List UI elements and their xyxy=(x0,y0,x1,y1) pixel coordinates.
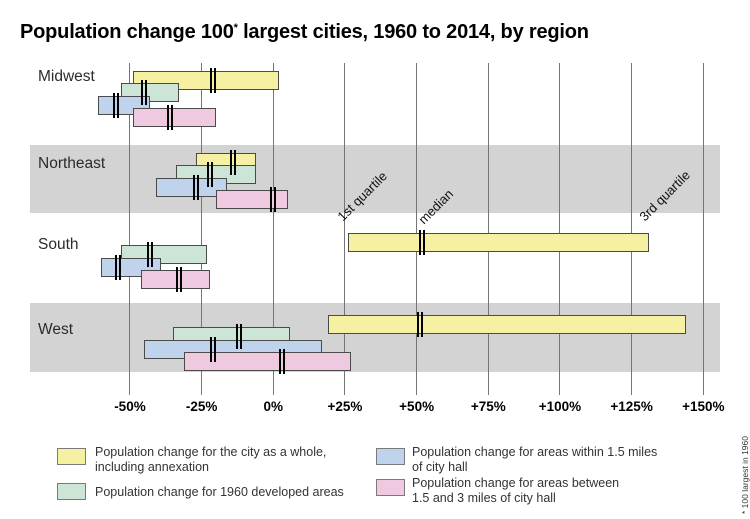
median-marker xyxy=(167,104,174,130)
median-marker xyxy=(192,174,199,200)
region-label-west: West xyxy=(38,321,74,338)
gridline xyxy=(487,63,489,395)
axis-tick-label: +75% xyxy=(470,399,506,414)
gridline xyxy=(559,63,561,395)
legend-label-line: including annexation xyxy=(95,460,209,474)
axis-tick-label: 0% xyxy=(263,399,284,414)
legend-swatch-1 xyxy=(57,483,86,500)
median-marker xyxy=(235,324,242,350)
median-marker xyxy=(115,254,122,280)
median-marker xyxy=(141,80,148,106)
gridline xyxy=(272,63,274,395)
legend-label-1: Population change for 1960 developed are… xyxy=(95,485,344,500)
legend-label-line: Population change for the city as a whol… xyxy=(95,445,327,459)
quartile-bar-between-1-5-3 xyxy=(215,189,288,209)
chart-title: Population change 100* largest cities, 1… xyxy=(20,21,589,44)
gridline xyxy=(129,63,131,395)
legend-label-line: Population change for areas between xyxy=(412,476,620,490)
median-marker xyxy=(210,68,217,93)
region-label-northeast: Northeast xyxy=(38,155,106,172)
region-band-northeast xyxy=(30,145,720,213)
region-label-south: South xyxy=(38,236,79,253)
quartile-bar-between-1-5-3 xyxy=(132,107,216,127)
gridline xyxy=(702,63,704,395)
axis-tick-label: +100% xyxy=(538,399,582,414)
median-marker xyxy=(416,312,423,337)
quartile-bar-between-1-5-3 xyxy=(184,351,351,371)
chart-title-text: Population change 100 xyxy=(20,21,234,43)
median-marker xyxy=(112,92,119,118)
gridline xyxy=(344,63,346,395)
gridline xyxy=(416,63,418,395)
legend-label-line: Population change for 1960 developed are… xyxy=(95,485,344,499)
median-marker xyxy=(210,336,217,362)
legend-label-2: Population change for areas within 1.5 m… xyxy=(412,445,657,475)
axis-tick-label: +125% xyxy=(610,399,653,414)
legend-swatch-2 xyxy=(376,448,405,465)
gridline xyxy=(201,63,203,395)
axis-tick-label: +25% xyxy=(327,399,363,414)
axis-tick-label: +150% xyxy=(682,399,725,414)
axis-tick-label: -50% xyxy=(114,399,146,414)
median-marker xyxy=(419,230,426,255)
gridline xyxy=(631,63,633,395)
legend-label-0: Population change for the city as a whol… xyxy=(95,445,326,475)
region-band-west xyxy=(30,303,720,372)
legend-label-line: 1.5 and 3 miles of city hall xyxy=(412,491,556,505)
quartile-bar-city-whole xyxy=(347,233,649,252)
quartile-bar-city-whole xyxy=(327,315,687,334)
legend-swatch-3 xyxy=(376,479,405,496)
footnote-vertical: * 100 largest in 1960 xyxy=(740,436,750,514)
title-asterisk: * xyxy=(233,22,238,34)
quartile-bar-within-1-5 xyxy=(155,177,228,197)
legend-label-3: Population change for areas between 1.5 a… xyxy=(412,476,619,506)
median-marker xyxy=(278,348,285,374)
legend-swatch-0 xyxy=(57,448,86,465)
median-marker xyxy=(207,162,214,188)
median-marker xyxy=(270,186,277,212)
axis-tick-label: +50% xyxy=(399,399,435,414)
axis-tick-label: -25% xyxy=(185,399,218,414)
legend-label-line: Population change for areas within 1.5 m… xyxy=(412,445,658,459)
chart-title-suffix: largest cities, 1960 to 2014, by region xyxy=(237,21,589,43)
legend-label-line: of city hall xyxy=(412,460,468,474)
region-label-midwest: Midwest xyxy=(38,68,95,85)
median-marker xyxy=(147,242,154,268)
median-marker xyxy=(175,266,182,292)
median-marker xyxy=(230,150,237,175)
